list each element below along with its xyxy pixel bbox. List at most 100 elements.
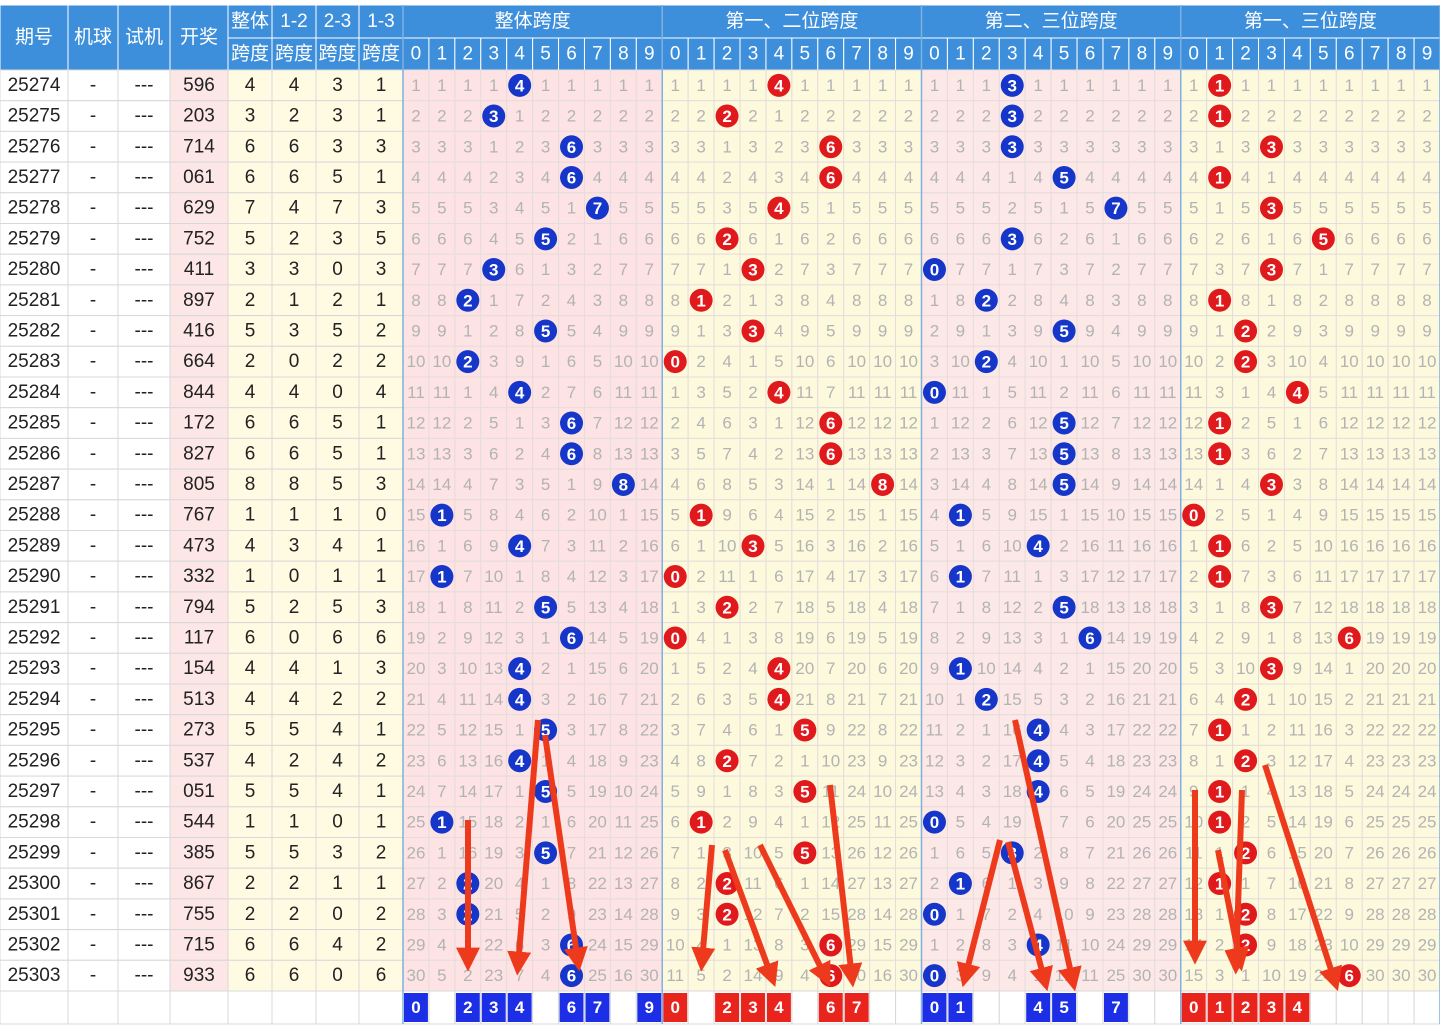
span-value: 1	[376, 106, 387, 127]
omission: 13	[588, 598, 607, 617]
summary-number: 7	[593, 998, 602, 1017]
omission: 1	[567, 76, 576, 95]
omission: 4	[541, 168, 550, 187]
omission: 4	[1163, 168, 1172, 187]
omission: 8	[437, 291, 446, 310]
omission: 6	[748, 229, 757, 248]
omission: 1	[1319, 76, 1328, 95]
omission: 2	[722, 966, 731, 985]
omission: 2	[1215, 628, 1224, 647]
cell	[1413, 130, 1440, 163]
omission: 5	[1241, 506, 1250, 525]
cell	[358, 192, 404, 225]
period: 25290	[8, 566, 61, 587]
period: 25287	[8, 474, 61, 495]
omission: 8	[774, 628, 783, 647]
omission: 5	[1370, 199, 1379, 218]
omission: 2	[800, 107, 809, 126]
omission: 17	[1081, 567, 1100, 586]
cell	[1076, 990, 1104, 1025]
hit-number: 5	[541, 782, 550, 801]
hit-ball	[819, 135, 843, 159]
omission: 2	[593, 260, 602, 279]
omission: 23	[640, 751, 659, 770]
omission: 5	[930, 536, 939, 555]
omission: 7	[878, 260, 887, 279]
omission: 3	[670, 444, 679, 463]
omission: 16	[873, 966, 892, 985]
omission: 15	[1184, 966, 1203, 985]
hit-number: 6	[826, 445, 835, 464]
omission: 21	[1158, 690, 1177, 709]
omission: 6	[826, 352, 835, 371]
omission: 2	[826, 506, 835, 525]
omission: 4	[774, 506, 783, 525]
omission: 2	[748, 598, 757, 617]
omission: 30	[899, 966, 918, 985]
omission: 6	[1396, 229, 1405, 248]
omission: 7	[878, 690, 887, 709]
omission: 16	[795, 536, 814, 555]
omission: 21	[795, 690, 814, 709]
omission: 2	[696, 567, 705, 586]
omission: 22	[640, 721, 659, 740]
omission: 7	[1319, 444, 1328, 463]
span-value: 4	[245, 75, 256, 96]
omission: 12	[1340, 414, 1359, 433]
omission: 4	[437, 168, 446, 187]
span-value: 5	[332, 167, 343, 188]
omission: 26	[640, 843, 659, 862]
hit-number: 3	[1008, 138, 1017, 157]
omission: 7	[463, 260, 472, 279]
span-value: 1	[332, 566, 343, 587]
cell	[1180, 130, 1208, 163]
draw-number: 154	[183, 658, 215, 679]
omission: 5	[1189, 659, 1198, 678]
period: 25302	[8, 934, 61, 955]
hit-ball	[767, 196, 791, 220]
omission: 10	[588, 506, 607, 525]
header-label: 1-3	[367, 11, 394, 32]
cell	[1309, 100, 1337, 132]
omission: 17	[588, 721, 607, 740]
omission: 1	[904, 76, 913, 95]
hit-ball	[1259, 196, 1283, 220]
omission: 4	[489, 383, 498, 402]
omission: 26	[1132, 843, 1151, 862]
hit-ball	[819, 165, 843, 189]
cell	[1387, 192, 1415, 225]
omission: 10	[951, 352, 970, 371]
omission: 6	[982, 536, 991, 555]
header-label: 跨度	[275, 43, 313, 65]
omission: 15	[899, 506, 918, 525]
omission: 28	[1132, 905, 1151, 924]
cell	[402, 100, 430, 132]
omission: 1	[1059, 352, 1068, 371]
omission: 5	[567, 782, 576, 801]
omission: 6	[489, 444, 498, 463]
period: 25295	[8, 720, 61, 741]
omission: 9	[1059, 874, 1068, 893]
omission: 3	[904, 137, 913, 156]
header-cell	[169, 4, 229, 71]
omission: 5	[774, 352, 783, 371]
draw-number: 629	[183, 198, 215, 219]
omission: 2	[1033, 107, 1042, 126]
omission: 1	[670, 659, 679, 678]
period: 25276	[8, 136, 61, 157]
omission: 9	[1319, 506, 1328, 525]
cell	[661, 69, 689, 102]
cell	[635, 130, 663, 163]
omission: 6	[722, 414, 731, 433]
cell-text: -	[90, 505, 96, 526]
omission: 10	[1106, 506, 1125, 525]
draw-number: 867	[183, 873, 215, 894]
period: 25297	[8, 781, 61, 802]
omission: 9	[1345, 321, 1354, 340]
digit-label: 7	[1111, 44, 1122, 65]
omission: 22	[484, 935, 503, 954]
omission: 1	[437, 598, 446, 617]
omission: 13	[1029, 444, 1048, 463]
digit-label: 5	[800, 44, 811, 65]
omission: 3	[826, 536, 835, 555]
